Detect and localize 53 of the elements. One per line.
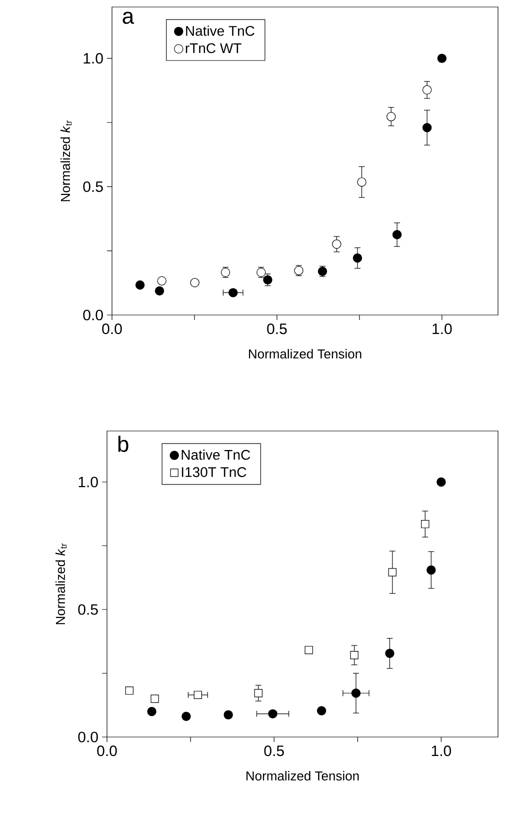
point bbox=[357, 177, 366, 187]
point bbox=[388, 568, 396, 576]
y-tick-label: 0.0 bbox=[78, 732, 98, 742]
point bbox=[392, 230, 402, 240]
x-axis-title: Normalized Tension bbox=[246, 770, 359, 781]
point bbox=[332, 240, 342, 249]
point bbox=[190, 278, 200, 288]
point bbox=[150, 694, 159, 703]
point bbox=[436, 477, 446, 487]
point bbox=[352, 253, 362, 263]
point bbox=[385, 648, 394, 658]
point bbox=[316, 706, 326, 716]
y-axis-title: Normalized k$_{tr}$ bbox=[56, 543, 67, 624]
point bbox=[228, 288, 238, 298]
x-axis-title: Normalized Tension bbox=[248, 348, 362, 359]
point bbox=[254, 689, 262, 698]
x-tick-label: 0.0 bbox=[97, 746, 117, 756]
legend-label: Native TnC bbox=[186, 26, 254, 36]
y-tick-label: 1.0 bbox=[78, 476, 98, 488]
y-tick-label: 0.0 bbox=[83, 310, 103, 320]
y-axis-title: Normalized k$_{tr}$ bbox=[60, 120, 72, 202]
point bbox=[304, 646, 313, 654]
point bbox=[437, 54, 447, 63]
x-tick-label: 1.0 bbox=[432, 324, 452, 334]
y-tick-label: 0.5 bbox=[78, 604, 98, 615]
point bbox=[224, 710, 233, 720]
point bbox=[421, 520, 430, 528]
point bbox=[263, 275, 272, 284]
x-tick-label: 0.0 bbox=[102, 324, 122, 334]
point bbox=[422, 123, 432, 132]
x-tick-label: 0.5 bbox=[264, 746, 284, 756]
point bbox=[135, 280, 145, 290]
legend-label: I130T TnC bbox=[182, 467, 246, 478]
chart-title: a bbox=[122, 12, 134, 24]
point bbox=[194, 690, 202, 700]
point bbox=[350, 651, 358, 660]
point bbox=[182, 712, 191, 721]
point bbox=[351, 688, 361, 698]
x-tick-label: 1.0 bbox=[432, 746, 452, 756]
point bbox=[268, 709, 278, 718]
chart-title: b bbox=[118, 436, 128, 452]
point bbox=[386, 112, 396, 122]
point bbox=[147, 706, 156, 716]
x-tick-label: 0.5 bbox=[267, 324, 287, 334]
y-tick-label: 1.0 bbox=[84, 53, 103, 64]
point bbox=[154, 286, 164, 296]
legend-label: Native TnC bbox=[182, 450, 250, 460]
point bbox=[422, 85, 432, 94]
point bbox=[157, 276, 166, 286]
point bbox=[426, 565, 436, 575]
legend-label: rTnC WT bbox=[186, 43, 242, 54]
point bbox=[125, 686, 134, 695]
y-tick-label: 0.5 bbox=[83, 181, 103, 192]
